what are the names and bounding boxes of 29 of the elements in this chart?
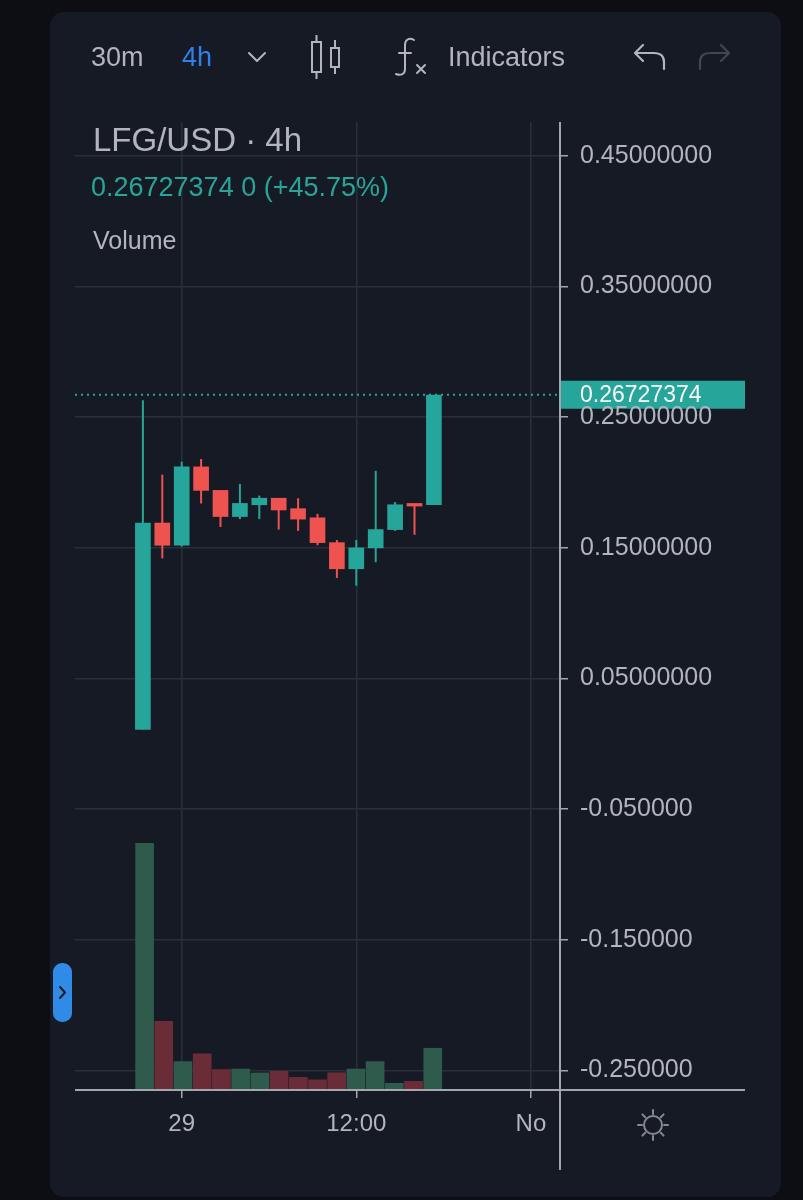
bar: [173, 1061, 193, 1090]
text: 4h: [182, 41, 213, 73]
y-tick-label: 0.15000000: [580, 531, 713, 560]
text: 0.26727374 0 (+45.75%): [91, 171, 389, 203]
bar: [135, 843, 154, 1090]
bar: [404, 1081, 423, 1090]
bar: [154, 1021, 174, 1090]
y-tick-label: -0.050000: [580, 793, 693, 822]
candlestick: [290, 497, 306, 532]
y-tick-label: 0.25000000: [580, 401, 713, 430]
candlestick: [348, 539, 365, 587]
candlestick: [270, 497, 287, 531]
text: 30m: [91, 41, 144, 73]
y-tick-label: -0.250000: [580, 1054, 693, 1083]
y-tick-label: 0.05000000: [580, 662, 713, 691]
candlestick: [154, 473, 171, 560]
candlestick: [232, 482, 248, 521]
candlestick: [367, 469, 384, 564]
x-tick-label: No: [515, 1109, 547, 1137]
candlestick: [251, 494, 268, 521]
y-tick-label: 0.45000000: [580, 139, 713, 168]
chart-title: LFG/USD · 4h: [93, 120, 303, 160]
y-tick-label: 0.35000000: [580, 270, 713, 299]
text: Indicators: [448, 41, 566, 73]
x-tick-label: 12:00: [326, 1109, 387, 1137]
y-tick-label: -0.150000: [580, 923, 693, 952]
bar: [423, 1047, 443, 1090]
x-tick-label: 29: [168, 1109, 196, 1137]
chart-title: Volume: [93, 225, 177, 255]
